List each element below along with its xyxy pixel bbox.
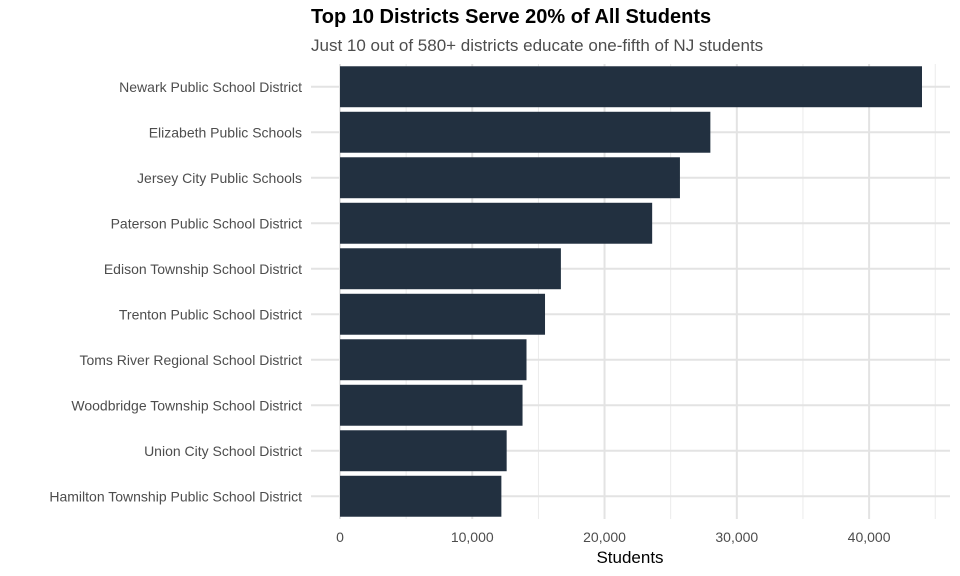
y-tick-label: Elizabeth Public Schools — [149, 124, 302, 140]
chart-title: Top 10 Districts Serve 20% of All Studen… — [311, 6, 712, 28]
bar — [340, 430, 507, 472]
x-axis-title: Students — [596, 548, 663, 567]
bar — [340, 293, 546, 335]
bar — [340, 111, 711, 153]
bar — [340, 248, 561, 290]
x-tick-label: 30,000 — [715, 529, 758, 545]
x-tick-label: 40,000 — [848, 529, 891, 545]
x-tick-label: 0 — [336, 529, 344, 545]
y-tick-label: Toms River Regional School District — [79, 352, 302, 368]
x-tick-label: 20,000 — [583, 529, 626, 545]
bar — [340, 66, 922, 108]
y-tick-label: Newark Public School District — [119, 79, 302, 95]
y-tick-label: Woodbridge Township School District — [71, 397, 302, 413]
bar — [340, 157, 680, 199]
bar — [340, 339, 527, 381]
bar — [340, 475, 502, 517]
y-tick-label: Edison Township School District — [104, 261, 302, 277]
y-tick-label: Union City School District — [144, 443, 302, 459]
y-tick-label: Trenton Public School District — [119, 306, 302, 322]
y-tick-label: Jersey City Public Schools — [137, 170, 302, 186]
y-tick-label: Paterson Public School District — [111, 215, 303, 231]
chart-subtitle: Just 10 out of 580+ districts educate on… — [311, 36, 764, 55]
y-tick-label: Hamilton Township Public School District — [49, 488, 302, 504]
bar — [340, 202, 653, 244]
x-tick-label: 10,000 — [451, 529, 494, 545]
bar — [340, 384, 523, 426]
